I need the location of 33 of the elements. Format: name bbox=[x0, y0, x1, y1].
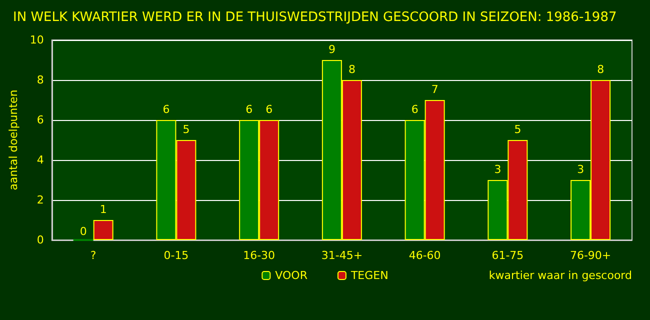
data-label: 5 bbox=[514, 123, 522, 136]
x-tick-label: ? bbox=[90, 249, 96, 262]
x-tick-label: 61-75 bbox=[492, 249, 524, 262]
y-tick-label: 10 bbox=[30, 34, 44, 46]
x-tick-label: 16-30 bbox=[243, 249, 276, 262]
y-axis-title: aantal doelpunten bbox=[7, 90, 20, 190]
data-label: 3 bbox=[577, 163, 584, 176]
data-label: 0 bbox=[80, 225, 87, 238]
y-tick-label: 8 bbox=[36, 74, 44, 86]
x-tick-label: 76-90+ bbox=[570, 249, 612, 262]
y-tick-label: 6 bbox=[36, 114, 44, 126]
data-label: 6 bbox=[266, 103, 273, 116]
x-axis-title: kwartier waar in gescoord bbox=[488, 269, 632, 282]
data-label: 3 bbox=[494, 163, 502, 176]
data-label: 6 bbox=[162, 103, 170, 116]
bar bbox=[93, 220, 114, 240]
x-tick-label: 31-45+ bbox=[321, 249, 363, 262]
legend-label: VOOR bbox=[275, 269, 308, 282]
y-tick-label: 0 bbox=[36, 234, 44, 246]
data-label: 9 bbox=[328, 43, 336, 56]
data-label: 7 bbox=[431, 83, 438, 96]
data-label: 6 bbox=[411, 103, 418, 116]
y-tick-label: 2 bbox=[36, 194, 44, 206]
chart-title: IN WELK KWARTIER WERD ER IN DE THUISWEDSTRIJDEN GESCOORD IN SEIZOEN: 1986-1987 bbox=[13, 10, 617, 25]
data-label: 6 bbox=[246, 103, 253, 116]
data-label: 1 bbox=[100, 203, 107, 216]
legend-label: TEGEN bbox=[350, 269, 388, 282]
data-label: 5 bbox=[182, 123, 190, 136]
y-tick-label: 4 bbox=[36, 154, 44, 166]
data-label: 8 bbox=[348, 63, 356, 76]
x-tick-label: 0-15 bbox=[164, 249, 189, 262]
x-tick-label: 46-60 bbox=[408, 249, 441, 262]
data-label: 8 bbox=[597, 63, 604, 76]
